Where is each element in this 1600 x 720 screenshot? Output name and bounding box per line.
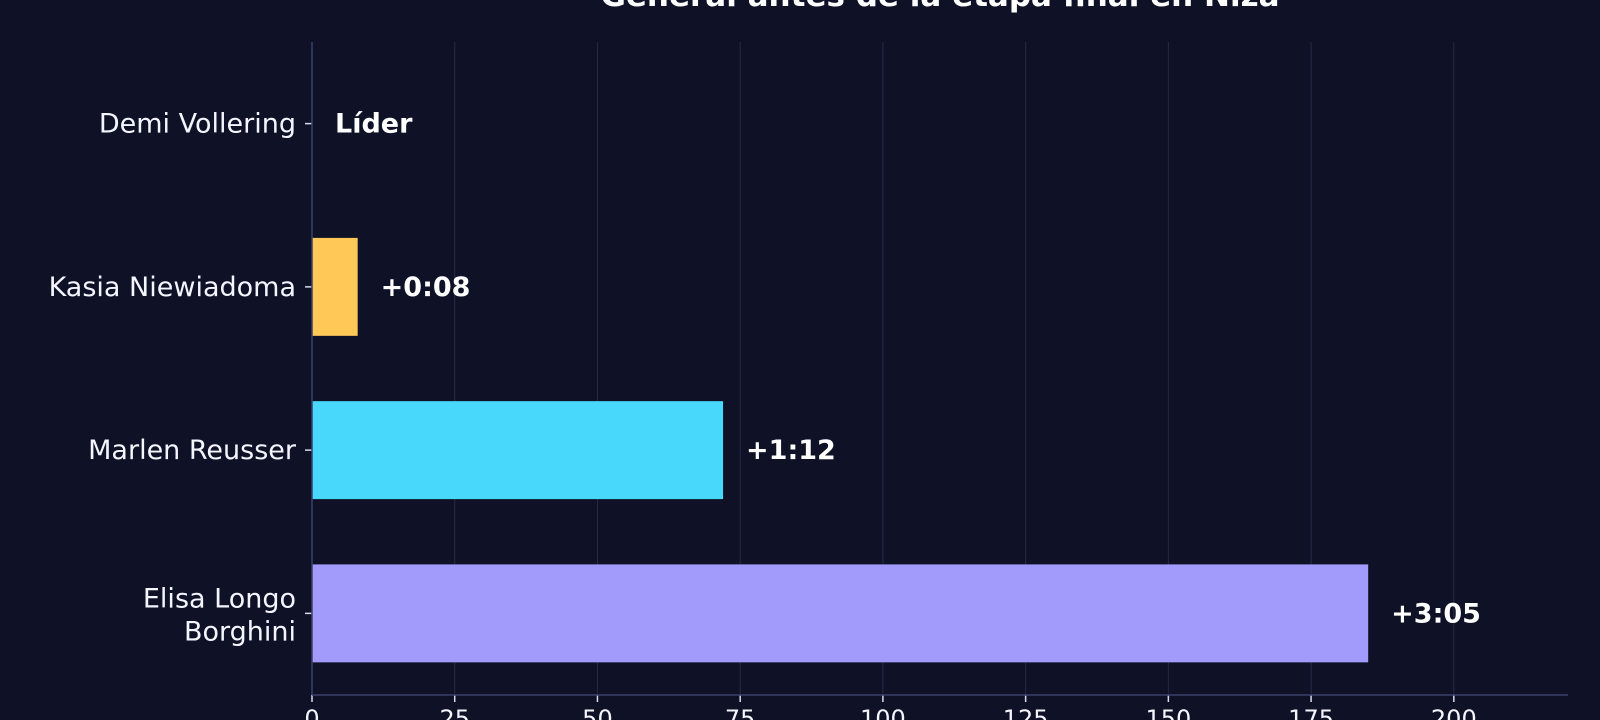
labels: Demi Vollering Líder Kasia Niewiadoma +0:08… bbox=[49, 109, 1481, 648]
bar bbox=[312, 564, 1369, 663]
x-tick-label: 150 bbox=[1145, 705, 1191, 720]
category-label: Elisa Longo Borghini bbox=[143, 583, 296, 647]
category-label: Kasia Niewiadoma bbox=[49, 272, 296, 303]
x-tick-label: 50 bbox=[582, 705, 613, 720]
chart-title: General antes de la etapa final en Niza bbox=[600, 0, 1279, 14]
x-tick-label: 175 bbox=[1288, 705, 1334, 720]
value-label: +1:12 bbox=[746, 435, 836, 466]
x-tick-label: 125 bbox=[1003, 705, 1049, 720]
bar bbox=[312, 237, 358, 336]
x-tick-label: 25 bbox=[439, 705, 470, 720]
x-tick-label: 100 bbox=[860, 705, 906, 720]
x-tick-label: 75 bbox=[725, 705, 756, 720]
value-label: +0:08 bbox=[381, 272, 471, 303]
bar bbox=[312, 401, 724, 500]
bars bbox=[312, 237, 1369, 663]
category-label: Marlen Reusser bbox=[88, 435, 297, 466]
x-tick-label: 200 bbox=[1431, 705, 1477, 720]
value-label: +3:05 bbox=[1391, 598, 1481, 629]
category-label: Demi Vollering bbox=[99, 109, 296, 140]
value-label: Líder bbox=[335, 109, 413, 140]
axes: 0 25 50 75 100 125 150 175 200 bbox=[304, 42, 1568, 720]
x-tick-label: 0 bbox=[304, 705, 319, 720]
